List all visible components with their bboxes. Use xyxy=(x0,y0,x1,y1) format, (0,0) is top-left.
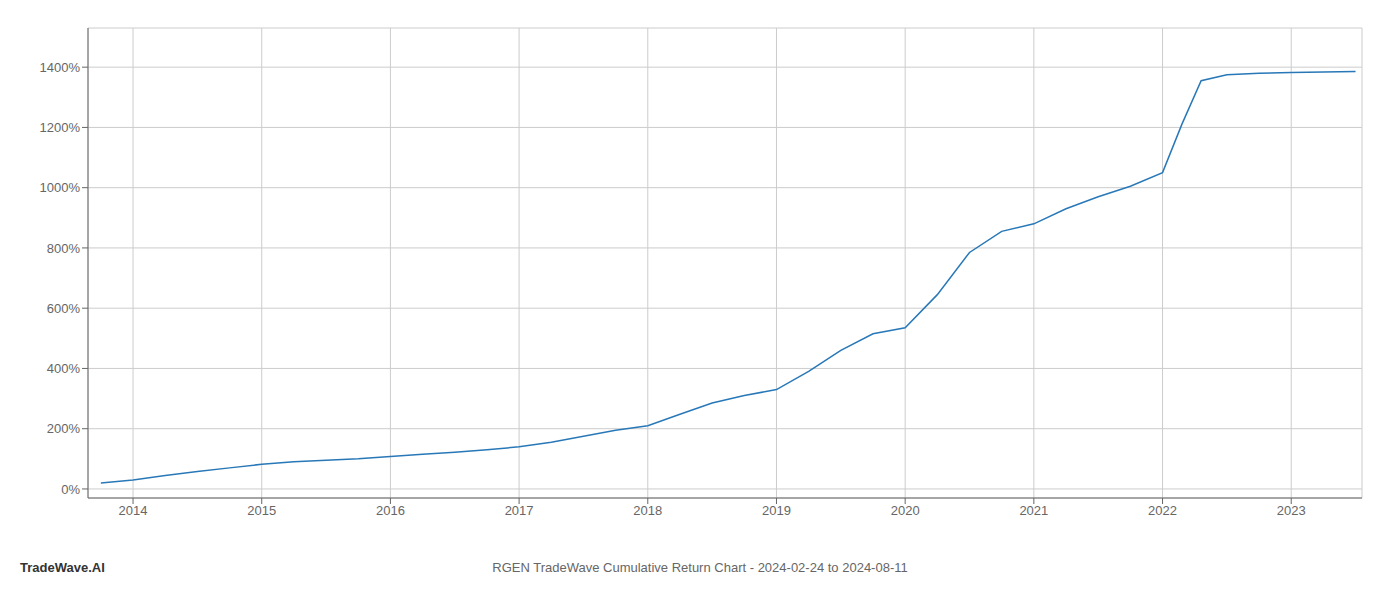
svg-text:2017: 2017 xyxy=(505,503,534,518)
html-text:RGEN TradeWave Cumulative Retu: RGEN TradeWave Cumulative Return Chart -… xyxy=(492,560,908,575)
svg-text:1000%: 1000% xyxy=(40,180,81,195)
svg-text:2019: 2019 xyxy=(762,503,791,518)
svg-text:0%: 0% xyxy=(61,482,80,497)
svg-text:1200%: 1200% xyxy=(40,120,81,135)
svg-text:600%: 600% xyxy=(47,301,81,316)
html-text:TradeWave.AI: TradeWave.AI xyxy=(20,560,105,575)
svg-text:2015: 2015 xyxy=(247,503,276,518)
svg-text:400%: 400% xyxy=(47,361,81,376)
svg-text:2022: 2022 xyxy=(1148,503,1177,518)
svg-text:2021: 2021 xyxy=(1019,503,1048,518)
svg-text:200%: 200% xyxy=(47,421,81,436)
svg-text:2023: 2023 xyxy=(1277,503,1306,518)
svg-text:2014: 2014 xyxy=(119,503,148,518)
svg-text:2020: 2020 xyxy=(891,503,920,518)
svg-text:2018: 2018 xyxy=(633,503,662,518)
svg-text:1400%: 1400% xyxy=(40,60,81,75)
svg-text:800%: 800% xyxy=(47,241,81,256)
svg-text:2016: 2016 xyxy=(376,503,405,518)
